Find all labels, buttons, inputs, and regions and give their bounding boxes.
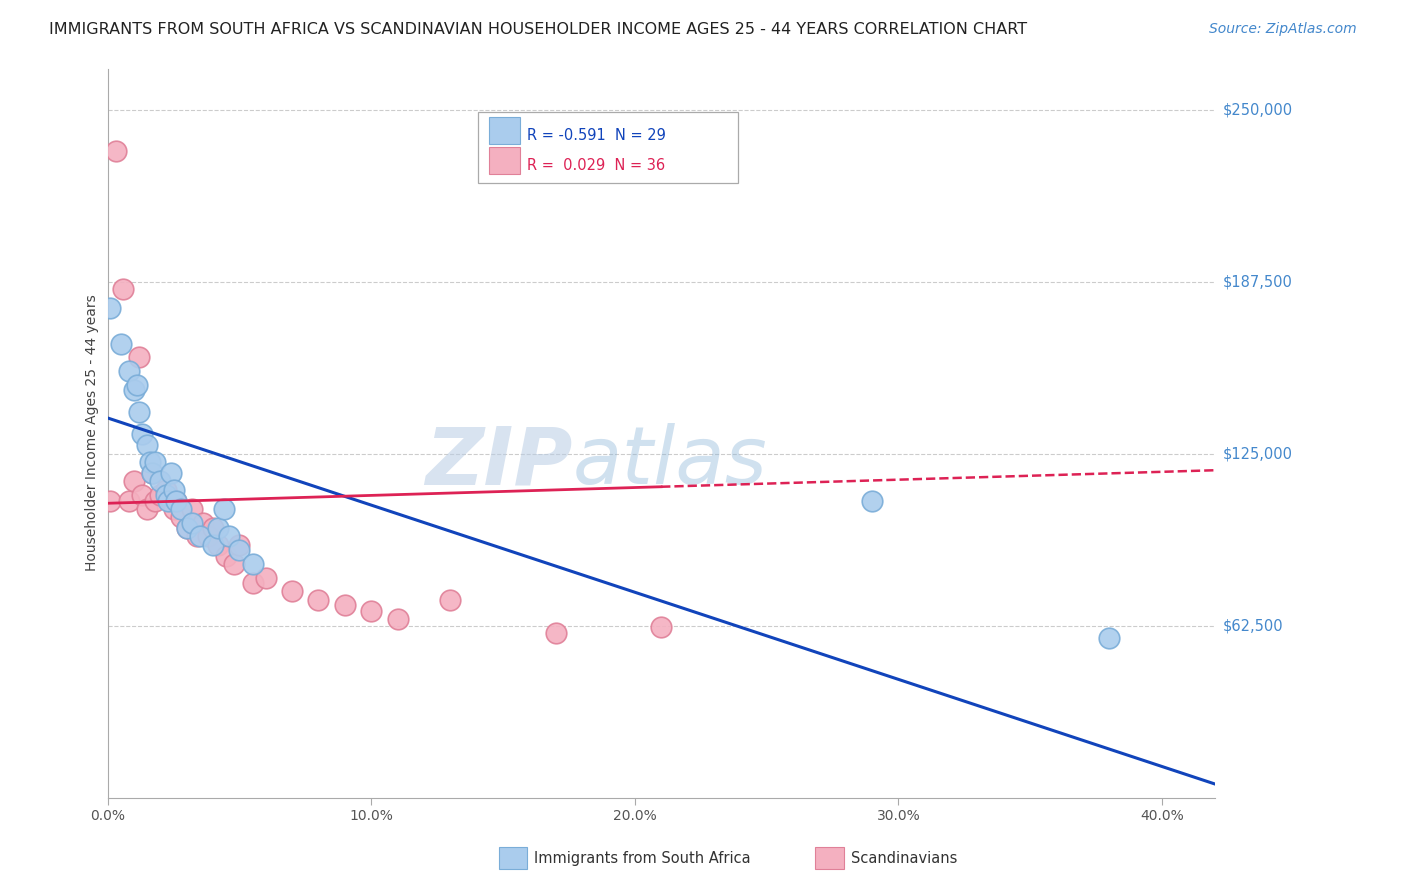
Point bbox=[181, 516, 204, 530]
Point bbox=[212, 501, 235, 516]
Point bbox=[186, 529, 208, 543]
Point bbox=[155, 488, 177, 502]
Point bbox=[149, 488, 172, 502]
Point bbox=[136, 438, 159, 452]
Point bbox=[439, 592, 461, 607]
Point bbox=[162, 483, 184, 497]
Text: ZIP: ZIP bbox=[425, 424, 572, 501]
Point bbox=[110, 336, 132, 351]
Text: IMMIGRANTS FROM SOUTH AFRICA VS SCANDINAVIAN HOUSEHOLDER INCOME AGES 25 - 44 YEA: IMMIGRANTS FROM SOUTH AFRICA VS SCANDINA… bbox=[49, 22, 1028, 37]
Point bbox=[197, 529, 219, 543]
Point bbox=[141, 466, 163, 480]
Point bbox=[157, 493, 180, 508]
Point bbox=[149, 475, 172, 489]
Point bbox=[141, 466, 163, 480]
Point bbox=[254, 570, 277, 584]
Point bbox=[131, 427, 153, 442]
Point bbox=[131, 488, 153, 502]
Point bbox=[242, 576, 264, 591]
Point bbox=[228, 543, 250, 558]
Point bbox=[544, 625, 567, 640]
Point bbox=[224, 557, 246, 571]
Point bbox=[207, 521, 229, 535]
Point bbox=[170, 510, 193, 524]
Point bbox=[176, 521, 198, 535]
Text: $250,000: $250,000 bbox=[1223, 103, 1292, 117]
Point bbox=[202, 521, 225, 535]
Point bbox=[143, 455, 166, 469]
Point bbox=[308, 592, 330, 607]
Point bbox=[165, 493, 187, 508]
Point bbox=[228, 537, 250, 551]
Point bbox=[98, 493, 121, 508]
Point bbox=[112, 282, 135, 296]
Y-axis label: Householder Income Ages 25 - 44 years: Householder Income Ages 25 - 44 years bbox=[86, 294, 100, 572]
Point bbox=[143, 493, 166, 508]
Point bbox=[122, 475, 145, 489]
Text: $62,500: $62,500 bbox=[1223, 618, 1284, 633]
Text: Immigrants from South Africa: Immigrants from South Africa bbox=[534, 851, 751, 865]
Point bbox=[160, 493, 183, 508]
Text: R = -0.591  N = 29: R = -0.591 N = 29 bbox=[527, 128, 666, 143]
Point bbox=[98, 301, 121, 315]
Point bbox=[215, 549, 238, 563]
Point bbox=[165, 493, 187, 508]
Point bbox=[188, 529, 211, 543]
Text: atlas: atlas bbox=[572, 424, 768, 501]
Point bbox=[128, 405, 150, 419]
Point bbox=[170, 501, 193, 516]
Point bbox=[650, 620, 672, 634]
Point bbox=[191, 516, 214, 530]
Point bbox=[360, 603, 382, 617]
Point bbox=[242, 557, 264, 571]
Point bbox=[128, 351, 150, 365]
Point bbox=[218, 529, 240, 543]
Point bbox=[176, 521, 198, 535]
Point bbox=[118, 364, 141, 378]
Point bbox=[104, 144, 127, 158]
Text: R =  0.029  N = 36: R = 0.029 N = 36 bbox=[527, 158, 665, 173]
Point bbox=[136, 501, 159, 516]
Point bbox=[1098, 631, 1121, 645]
Point bbox=[122, 384, 145, 398]
Point bbox=[860, 493, 883, 508]
Text: Source: ZipAtlas.com: Source: ZipAtlas.com bbox=[1209, 22, 1357, 37]
Point bbox=[281, 584, 304, 599]
Point bbox=[118, 493, 141, 508]
Point bbox=[160, 466, 183, 480]
Point bbox=[125, 378, 148, 392]
Point bbox=[139, 455, 162, 469]
Point bbox=[155, 483, 177, 497]
Text: $187,500: $187,500 bbox=[1223, 274, 1292, 289]
Point bbox=[207, 537, 229, 551]
Point bbox=[202, 537, 225, 551]
Point bbox=[181, 501, 204, 516]
Point bbox=[387, 612, 409, 626]
Point bbox=[162, 501, 184, 516]
Point bbox=[333, 598, 356, 612]
Text: $125,000: $125,000 bbox=[1223, 446, 1292, 461]
Text: Scandinavians: Scandinavians bbox=[851, 851, 957, 865]
